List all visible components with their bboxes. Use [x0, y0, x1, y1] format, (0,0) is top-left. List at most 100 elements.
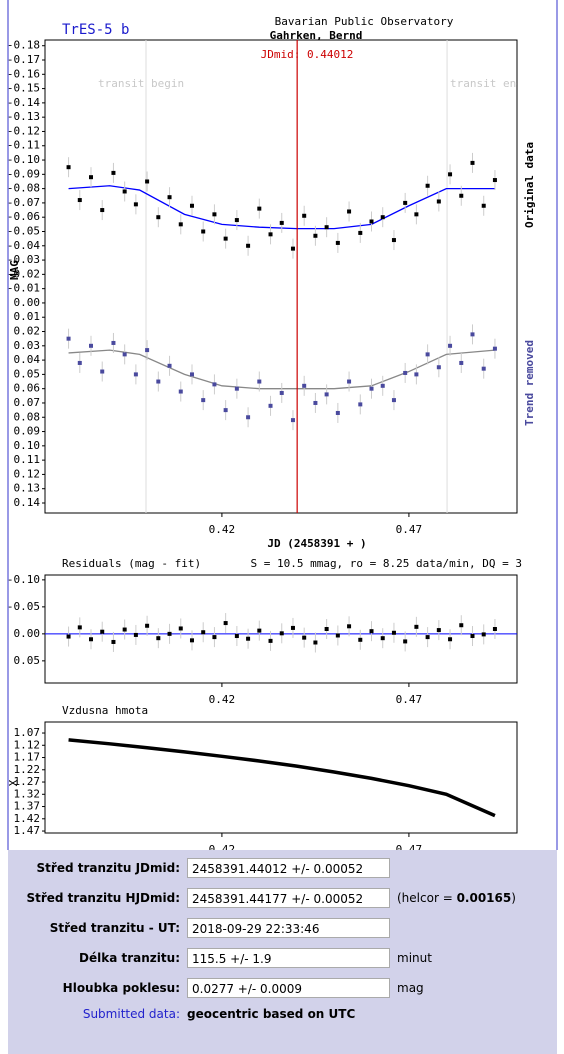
y-tick-label: 0.11 — [14, 453, 41, 466]
fit-line — [68, 349, 495, 390]
submitted-value: geocentric based on UTC — [187, 1007, 356, 1021]
point — [335, 633, 340, 638]
point — [302, 383, 307, 388]
field[interactable]: 0.0277 +/- 0.0009 — [187, 978, 390, 998]
transit-label: transit end — [450, 77, 523, 90]
point — [268, 638, 273, 643]
y-tick-label: 0.09 — [14, 425, 41, 438]
observer: Gahrken, Bernd — [270, 29, 363, 42]
point — [234, 634, 239, 639]
point — [313, 233, 318, 238]
row: Submitted data: geocentric based on UTC — [8, 1002, 355, 1026]
y-tick-label: 0.03 — [14, 339, 41, 352]
point — [369, 629, 374, 634]
y-tick-label: 0.00 — [14, 296, 41, 309]
chart-title: Residuals (mag - fit) — [62, 557, 201, 570]
point — [347, 624, 352, 629]
point — [492, 346, 497, 351]
y-tick-label: 0.08 — [14, 410, 41, 423]
point — [492, 178, 497, 183]
point — [290, 418, 295, 423]
point — [223, 408, 228, 413]
label: Střed tranzitu HJDmid: — [26, 891, 180, 905]
point — [122, 627, 127, 632]
y-tick-label: -0.16 — [7, 67, 40, 80]
y-tick-label: -0.05 — [7, 224, 40, 237]
point — [156, 636, 161, 641]
point — [89, 343, 94, 348]
y-axis-label: X — [7, 779, 20, 786]
plot-area — [44, 721, 518, 834]
point — [167, 195, 172, 200]
point — [133, 372, 138, 377]
point — [436, 628, 441, 633]
point — [459, 360, 464, 365]
point — [257, 379, 262, 384]
point — [302, 635, 307, 640]
point — [145, 179, 150, 184]
point — [414, 624, 419, 629]
point — [167, 363, 172, 368]
point — [492, 627, 497, 631]
field[interactable]: 2458391.44012 +/- 0.00052 — [187, 858, 390, 878]
y-tick-label: 1.12 — [14, 738, 41, 751]
point — [268, 403, 273, 408]
plot-clip: transit begin transit end — [98, 40, 523, 513]
y-tick-label: 0.10 — [14, 439, 41, 452]
point — [111, 639, 116, 644]
point — [380, 215, 385, 220]
point — [111, 340, 116, 345]
point — [369, 386, 374, 391]
point — [425, 183, 430, 188]
point — [358, 637, 363, 642]
field[interactable]: 2018-09-29 22:33:46 — [187, 918, 390, 938]
y-tick-label: -0.12 — [7, 124, 40, 137]
point — [77, 198, 82, 203]
point — [178, 389, 183, 394]
stats: S = 10.5 mmag, ro = 8.25 data/min, DQ = … — [250, 557, 522, 570]
series-label: Trend removed — [523, 340, 536, 426]
y-tick-label: 0.04 — [14, 353, 41, 366]
y-tick-label: 1.37 — [14, 800, 41, 813]
link[interactable]: Submitted data: — [82, 1007, 180, 1021]
line — [68, 738, 496, 818]
point — [77, 360, 82, 365]
y-tick-label: -0.15 — [7, 82, 40, 95]
point — [369, 219, 374, 224]
point — [414, 372, 419, 377]
series-label: Original data — [523, 142, 536, 228]
point — [335, 410, 340, 415]
point — [212, 635, 217, 640]
point — [279, 390, 284, 395]
point — [201, 229, 206, 234]
point — [201, 398, 206, 403]
field[interactable]: 115.5 +/- 1.9 — [187, 948, 390, 968]
point — [223, 236, 228, 241]
point — [414, 212, 419, 217]
point — [279, 220, 284, 225]
point — [313, 400, 318, 405]
point — [391, 630, 396, 635]
y-tick-label: -0.05 — [7, 600, 40, 613]
point — [189, 372, 194, 377]
y-tick-label: -0.07 — [7, 196, 40, 209]
y-tick-label: 1.07 — [14, 726, 41, 739]
result-form: Střed tranzitu JDmid: 2458391.44012 +/- 0… — [8, 850, 557, 1054]
x-tick-label: 0.47 — [396, 693, 423, 706]
y-tick-label: -0.01 — [7, 282, 40, 295]
point — [189, 638, 194, 643]
point — [145, 348, 150, 353]
point — [290, 625, 295, 630]
field[interactable]: 2458391.44177 +/- 0.00052 — [187, 888, 390, 908]
y-tick-label: 1.47 — [14, 824, 41, 837]
note-value: 0.00165 — [456, 891, 512, 905]
point — [391, 238, 396, 243]
point — [347, 379, 352, 384]
point — [358, 230, 363, 235]
point — [189, 203, 194, 208]
y-tick-label: -0.04 — [7, 239, 40, 252]
point — [481, 366, 486, 371]
point — [66, 336, 71, 341]
label: Střed tranzitu - UT: — [49, 921, 180, 935]
y-tick-label: -0.08 — [7, 182, 40, 195]
